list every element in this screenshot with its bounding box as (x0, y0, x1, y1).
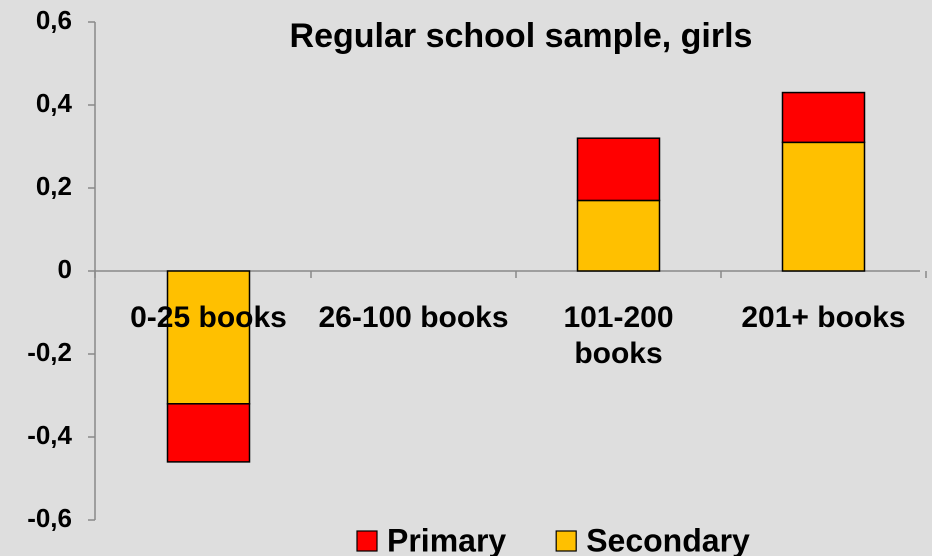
y-tick-label: 0 (58, 254, 72, 284)
legend-label: Secondary (586, 522, 750, 556)
x-tick-label: 26-100 books (318, 301, 509, 334)
bar-segment (576, 137, 661, 202)
bar-segment (781, 141, 866, 272)
y-tick-label: 0,4 (36, 88, 73, 118)
bar-segment (166, 270, 251, 405)
y-tick-label: -0,2 (27, 337, 72, 367)
bar-segment (781, 91, 866, 144)
legend-swatch (555, 530, 577, 552)
x-tick-label: 0-25 books (130, 301, 287, 334)
x-tick-label: 201+ books (741, 301, 906, 334)
y-tick-label: 0,2 (36, 171, 72, 201)
legend-label: Primary (387, 522, 506, 556)
x-tick-label: 101-200 books (563, 301, 674, 370)
bar-segment (166, 403, 251, 463)
bar-segment (576, 199, 661, 272)
y-tick-label: -0,4 (27, 420, 72, 450)
chart-title: Regular school sample, girls (290, 17, 753, 55)
legend-swatch (356, 530, 378, 552)
y-tick-label: 0,6 (36, 5, 72, 35)
y-tick-label: -0,6 (27, 503, 72, 533)
